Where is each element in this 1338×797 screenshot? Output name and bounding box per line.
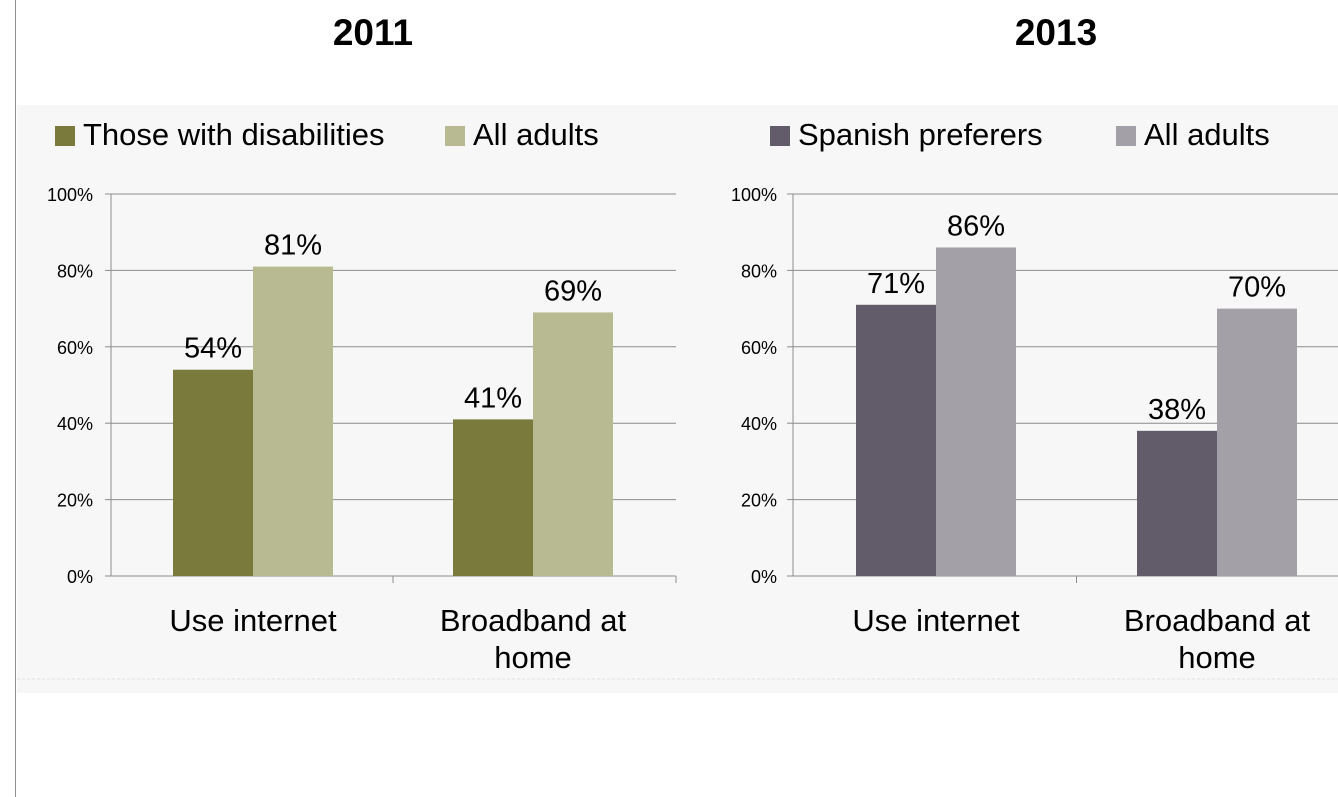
c0-legend-label: All adults xyxy=(473,117,599,152)
c1-ytick-label: 20% xyxy=(741,491,777,511)
c1-ytick-label: 40% xyxy=(741,414,777,434)
c0-category-label: home xyxy=(494,640,572,675)
chart-title-2013: 2013 xyxy=(1014,12,1098,53)
c0-ytick-label: 20% xyxy=(57,491,93,511)
left-border-line xyxy=(15,0,16,797)
c0-legend-swatch xyxy=(55,126,75,146)
c1-bar-series2 xyxy=(1217,308,1297,576)
c0-data-label: 54% xyxy=(184,333,242,365)
chart-title-2011: 2011 xyxy=(332,12,414,53)
c1-data-label: 86% xyxy=(947,210,1005,242)
c1-ytick-label: 80% xyxy=(741,261,777,281)
c1-ytick-label: 0% xyxy=(751,567,777,587)
c0-bar-series2 xyxy=(533,312,613,576)
c0-data-label: 81% xyxy=(264,230,322,262)
c1-bar-series2 xyxy=(936,247,1016,577)
c1-ytick-label: 60% xyxy=(741,338,777,358)
c1-data-label: 71% xyxy=(867,268,925,300)
c1-bar-series1 xyxy=(856,304,936,576)
c0-data-label: 69% xyxy=(544,275,602,307)
chart-2011: 0% 20% 40% 60% 80% 100% 54% 41% 81% 69% Use intern… xyxy=(47,117,677,675)
c1-category-label: home xyxy=(1178,640,1256,675)
c1-legend-label: All adults xyxy=(1144,117,1270,152)
c1-legend-swatch xyxy=(1116,126,1136,146)
c0-category-label: Use internet xyxy=(169,603,337,638)
c1-legend-label: Spanish preferers xyxy=(798,117,1043,152)
c1-bar-series1 xyxy=(1137,430,1217,576)
c0-bar-series1 xyxy=(453,419,533,576)
c0-legend-label: Those with disabilities xyxy=(83,117,385,152)
c1-data-label: 70% xyxy=(1228,272,1286,304)
c1-legend-swatch xyxy=(770,126,790,146)
c1-data-label: 38% xyxy=(1148,394,1206,426)
chart-2013: 0% 20% 40% 60% 80% 100% 71% 38% 86% 70% Use intern… xyxy=(731,117,1338,675)
c1-ytick-label: 100% xyxy=(731,185,777,205)
c0-ytick-label: 80% xyxy=(57,261,93,281)
c0-ytick-label: 40% xyxy=(57,414,93,434)
c0-ytick-label: 60% xyxy=(57,338,93,358)
c0-ytick-label: 0% xyxy=(67,567,93,587)
c0-ytick-label: 100% xyxy=(47,185,93,205)
c1-category-label: Use internet xyxy=(852,603,1020,638)
c0-bar-series2 xyxy=(253,266,333,576)
c0-data-label: 41% xyxy=(464,382,522,414)
c0-category-label: Broadband at xyxy=(440,603,627,638)
c0-legend-swatch xyxy=(445,126,465,146)
c1-category-label: Broadband at xyxy=(1124,603,1311,638)
c0-bar-series1 xyxy=(173,369,253,576)
